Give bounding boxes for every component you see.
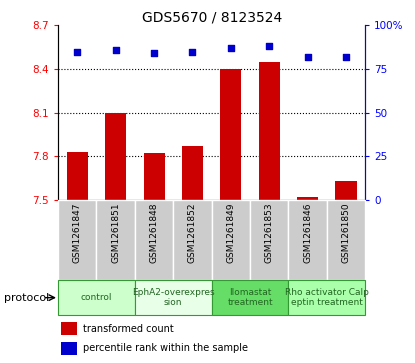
- Bar: [288, 200, 327, 280]
- Bar: [220, 69, 242, 200]
- Point: [227, 45, 234, 51]
- Title: GDS5670 / 8123524: GDS5670 / 8123524: [142, 10, 282, 24]
- Bar: [61, 322, 76, 335]
- Point: [266, 44, 273, 49]
- Point: [151, 50, 157, 56]
- Text: GSM1261847: GSM1261847: [73, 202, 82, 262]
- Point: [304, 54, 311, 60]
- Bar: [135, 200, 173, 280]
- Text: GSM1261846: GSM1261846: [303, 202, 312, 262]
- Text: GSM1261850: GSM1261850: [342, 202, 351, 263]
- Point: [74, 49, 81, 54]
- Point: [112, 47, 119, 53]
- Bar: [182, 146, 203, 200]
- Text: protocol: protocol: [4, 293, 49, 303]
- Bar: [58, 200, 96, 280]
- Text: GSM1261852: GSM1261852: [188, 202, 197, 262]
- Text: GSM1261853: GSM1261853: [265, 202, 274, 263]
- Bar: [96, 200, 135, 280]
- Text: Ilomastat
treatment: Ilomastat treatment: [227, 288, 273, 307]
- Bar: [58, 280, 135, 315]
- Text: transformed count: transformed count: [83, 324, 173, 334]
- Text: EphA2-overexpres
sion: EphA2-overexpres sion: [132, 288, 215, 307]
- Bar: [259, 62, 280, 200]
- Text: GSM1261851: GSM1261851: [111, 202, 120, 263]
- Bar: [67, 152, 88, 200]
- Bar: [288, 280, 365, 315]
- Text: GSM1261848: GSM1261848: [149, 202, 159, 262]
- Bar: [250, 200, 288, 280]
- Bar: [335, 181, 356, 200]
- Text: control: control: [81, 293, 112, 302]
- Text: percentile rank within the sample: percentile rank within the sample: [83, 343, 248, 354]
- Bar: [297, 197, 318, 200]
- Bar: [61, 342, 76, 355]
- Bar: [105, 113, 126, 200]
- Bar: [144, 153, 165, 200]
- Text: Rho activator Calp
eptin treatment: Rho activator Calp eptin treatment: [285, 288, 369, 307]
- Text: GSM1261849: GSM1261849: [226, 202, 235, 262]
- Bar: [327, 200, 365, 280]
- Bar: [212, 200, 250, 280]
- Bar: [173, 200, 212, 280]
- Point: [343, 54, 349, 60]
- Bar: [212, 280, 288, 315]
- Point: [189, 49, 196, 54]
- Bar: [135, 280, 212, 315]
